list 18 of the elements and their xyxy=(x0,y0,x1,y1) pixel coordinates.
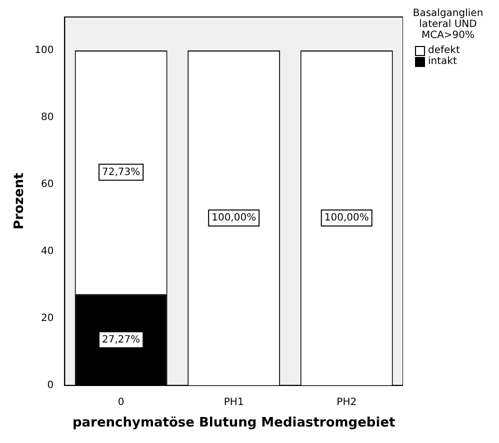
y-tick-label: 60 xyxy=(40,179,54,190)
data-label: 100,00% xyxy=(212,212,256,224)
y-tick-label: 80 xyxy=(40,112,54,124)
y-tick-label: 0 xyxy=(47,380,54,391)
y-tick-label: 20 xyxy=(40,313,54,324)
x-axis-title: parenchymatöse Blutung Mediastromgebiet xyxy=(72,416,396,431)
data-label: 100,00% xyxy=(324,212,369,224)
y-axis-title: Prozent xyxy=(12,172,28,230)
x-tick-label: PH2 xyxy=(336,396,357,408)
x-tick-label: PH1 xyxy=(224,396,244,408)
data-label: 27,27% xyxy=(102,334,140,346)
legend-label: defekt xyxy=(428,45,460,56)
y-tick-label: 40 xyxy=(40,246,54,258)
data-label: 72,73% xyxy=(102,166,140,178)
legend-label: intakt xyxy=(428,56,457,67)
legend-title: Basalganglien lateral UND MCA>90% xyxy=(412,8,484,41)
y-tick-label: 100 xyxy=(34,45,54,56)
x-tick-label: 0 xyxy=(118,396,124,408)
